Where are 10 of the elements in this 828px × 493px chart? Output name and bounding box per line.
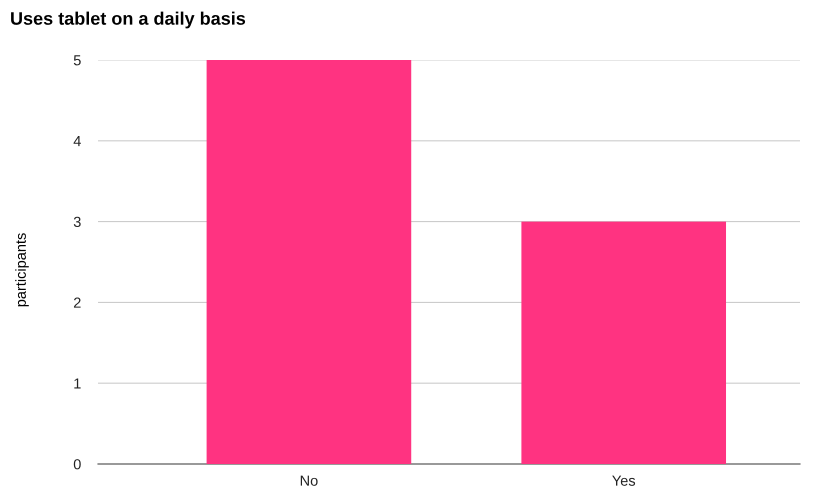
y-tick-label: 5 [74,55,81,66]
y-tick-label: 2 [74,298,81,308]
x-tick-label: No [300,476,318,486]
y-tick-label: 1 [74,378,81,388]
y-tick-label: 4 [74,136,81,146]
y-axis-title: participants [15,233,29,306]
y-tick-label: 0 [74,459,81,470]
x-tick-label: Yes [612,476,636,486]
y-tick-label: 3 [74,216,81,228]
chart-title: Uses tablet on a daily basis [11,12,246,28]
